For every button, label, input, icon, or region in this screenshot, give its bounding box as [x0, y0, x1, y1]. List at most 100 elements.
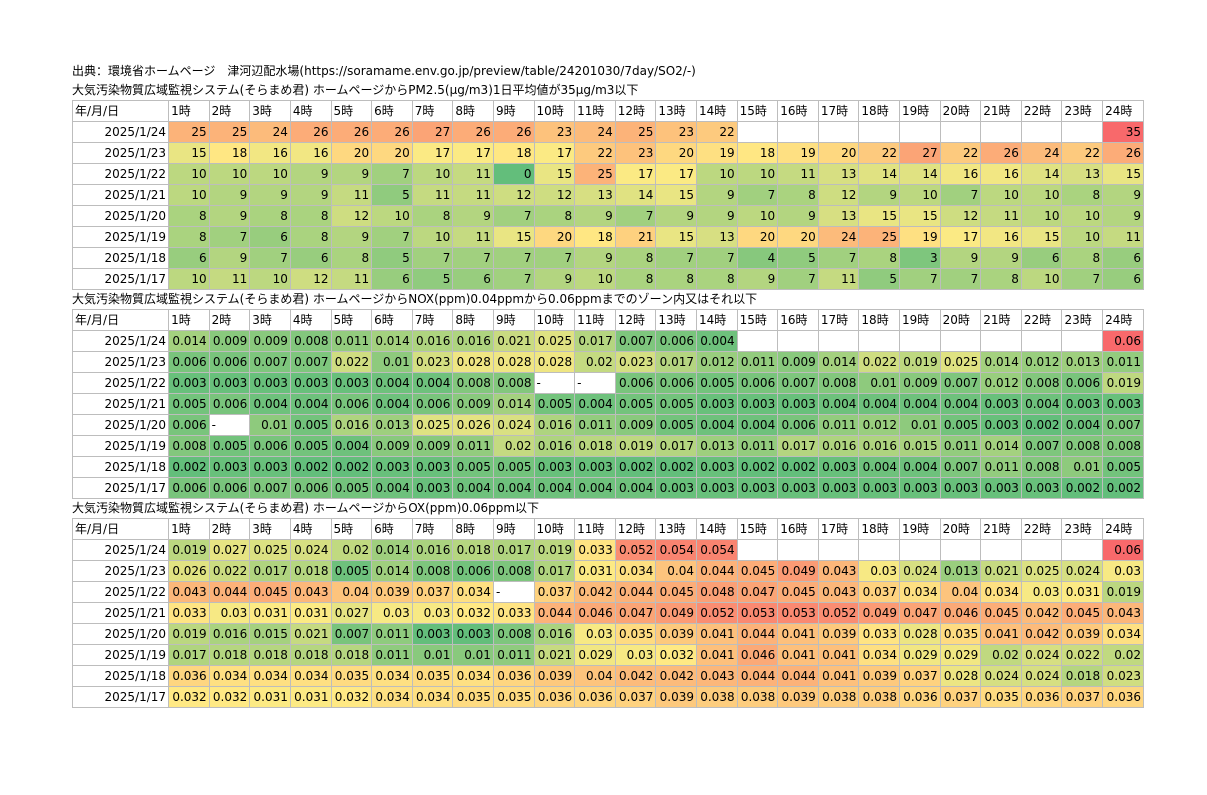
value-cell: 0.034 — [411, 686, 454, 708]
value-cell: 11 — [411, 184, 454, 206]
hour-header: 13時 — [655, 309, 697, 331]
value-cell: 0.025 — [249, 539, 291, 561]
value-cell: 17 — [533, 142, 576, 164]
value-cell: 0.021 — [492, 330, 535, 352]
value-cell: 0.036 — [1102, 686, 1144, 708]
value-cell: 0.018 — [208, 644, 251, 666]
value-cell — [899, 121, 941, 143]
table-row: 2025/1/21 0.005 0.006 0.004 0.004 0.006 0.004 0… — [71, 393, 1144, 415]
value-cell — [736, 330, 779, 352]
value-cell: 0.045 — [980, 602, 1022, 624]
hour-header: 17時 — [817, 100, 860, 122]
value-cell: 0.003 — [452, 623, 494, 645]
value-cell: 0.016 — [411, 330, 454, 352]
value-cell: 0.009 — [208, 330, 251, 352]
value-cell: 0.043 — [289, 581, 332, 603]
value-cell: 0.044 — [695, 560, 738, 582]
value-cell: 7 — [1061, 268, 1104, 290]
value-cell: 0.031 — [1061, 581, 1104, 603]
value-cell: 0.003 — [330, 372, 373, 394]
value-cell: 8 — [614, 268, 657, 290]
value-cell: 9 — [249, 184, 291, 206]
value-cell: 15 — [655, 226, 697, 248]
date-cell: 2025/1/24 — [71, 121, 170, 143]
value-cell: 0.027 — [208, 539, 251, 561]
value-cell: 0.012 — [858, 414, 901, 436]
value-cell: 0.044 — [614, 581, 657, 603]
value-cell: 15 — [533, 163, 576, 185]
hour-header: 18時 — [858, 518, 901, 540]
hour-header: 7時 — [411, 518, 454, 540]
value-cell: 20 — [736, 226, 779, 248]
value-cell: 0.01 — [899, 414, 941, 436]
value-cell: 0.004 — [939, 393, 982, 415]
value-cell: 17 — [614, 163, 657, 185]
hour-header: 21時 — [980, 518, 1022, 540]
value-cell: 0.007 — [777, 372, 819, 394]
value-cell: 0.034 — [452, 581, 494, 603]
hour-header: 14時 — [695, 309, 738, 331]
value-cell: 0.037 — [939, 686, 982, 708]
value-cell: 0.046 — [736, 644, 779, 666]
value-cell: 0.018 — [249, 644, 291, 666]
value-cell: 0.003 — [817, 477, 860, 499]
value-cell: 0.006 — [736, 372, 779, 394]
hour-header: 10時 — [533, 309, 576, 331]
value-cell: 0.016 — [452, 330, 494, 352]
value-cell: 0.036 — [168, 665, 210, 687]
hour-header: 22時 — [1020, 100, 1063, 122]
value-cell: 10 — [411, 226, 454, 248]
value-cell: 8 — [330, 247, 373, 269]
value-cell: 0.024 — [980, 665, 1022, 687]
value-cell: 0.039 — [777, 686, 819, 708]
value-cell: 0.047 — [736, 581, 779, 603]
value-cell: - — [208, 414, 251, 436]
date-cell: 2025/1/19 — [71, 226, 170, 248]
value-cell: 25 — [614, 121, 657, 143]
value-cell: 9 — [208, 247, 251, 269]
value-cell: 0.015 — [249, 623, 291, 645]
value-cell: 0.005 — [208, 435, 251, 457]
value-cell: 24 — [1020, 142, 1063, 164]
value-cell: 0.037 — [614, 686, 657, 708]
value-cell: - — [492, 581, 535, 603]
value-cell: 6 — [1020, 247, 1063, 269]
value-cell: 13 — [817, 163, 860, 185]
value-cell: 10 — [1020, 205, 1063, 227]
value-cell: 0.052 — [817, 602, 860, 624]
value-cell: 0.022 — [1061, 644, 1104, 666]
value-cell: 0.018 — [574, 435, 616, 457]
value-cell: 0.01 — [1061, 456, 1104, 478]
hour-header: 3時 — [249, 309, 291, 331]
value-cell: 10 — [208, 163, 251, 185]
value-cell: 9 — [1102, 205, 1144, 227]
value-cell: 0.003 — [695, 393, 738, 415]
value-cell: 0.005 — [614, 393, 657, 415]
value-cell: 0.014 — [492, 393, 535, 415]
value-cell: 12 — [817, 184, 860, 206]
value-cell: 0.039 — [655, 686, 697, 708]
value-cell: 9 — [330, 163, 373, 185]
value-cell: 0.034 — [289, 665, 332, 687]
hour-header: 20時 — [939, 518, 982, 540]
value-cell: 5 — [777, 247, 819, 269]
value-cell: 0.026 — [452, 414, 494, 436]
value-cell: 0.045 — [736, 560, 779, 582]
value-cell: 23 — [533, 121, 576, 143]
value-cell: 15 — [168, 142, 210, 164]
value-cell: 26 — [452, 121, 494, 143]
value-cell: 25 — [858, 226, 901, 248]
hour-header: 17時 — [817, 518, 860, 540]
table-row: 2025/1/17 10 11 10 12 11 6 5 6 7 9 10 8 8 8 9 7 11 5 7 7 8 10 7… — [71, 268, 1144, 290]
value-cell: 26 — [371, 121, 413, 143]
value-cell: 0.016 — [330, 414, 373, 436]
value-cell: 0.025 — [1020, 560, 1063, 582]
value-cell: 0.01 — [249, 414, 291, 436]
value-cell — [980, 539, 1022, 561]
value-cell: 8 — [289, 205, 332, 227]
value-cell: 8 — [289, 226, 332, 248]
hour-header: 2時 — [208, 518, 251, 540]
value-cell: 0.06 — [1102, 330, 1144, 352]
value-cell: 0.005 — [655, 393, 697, 415]
value-cell: 0.043 — [168, 581, 210, 603]
